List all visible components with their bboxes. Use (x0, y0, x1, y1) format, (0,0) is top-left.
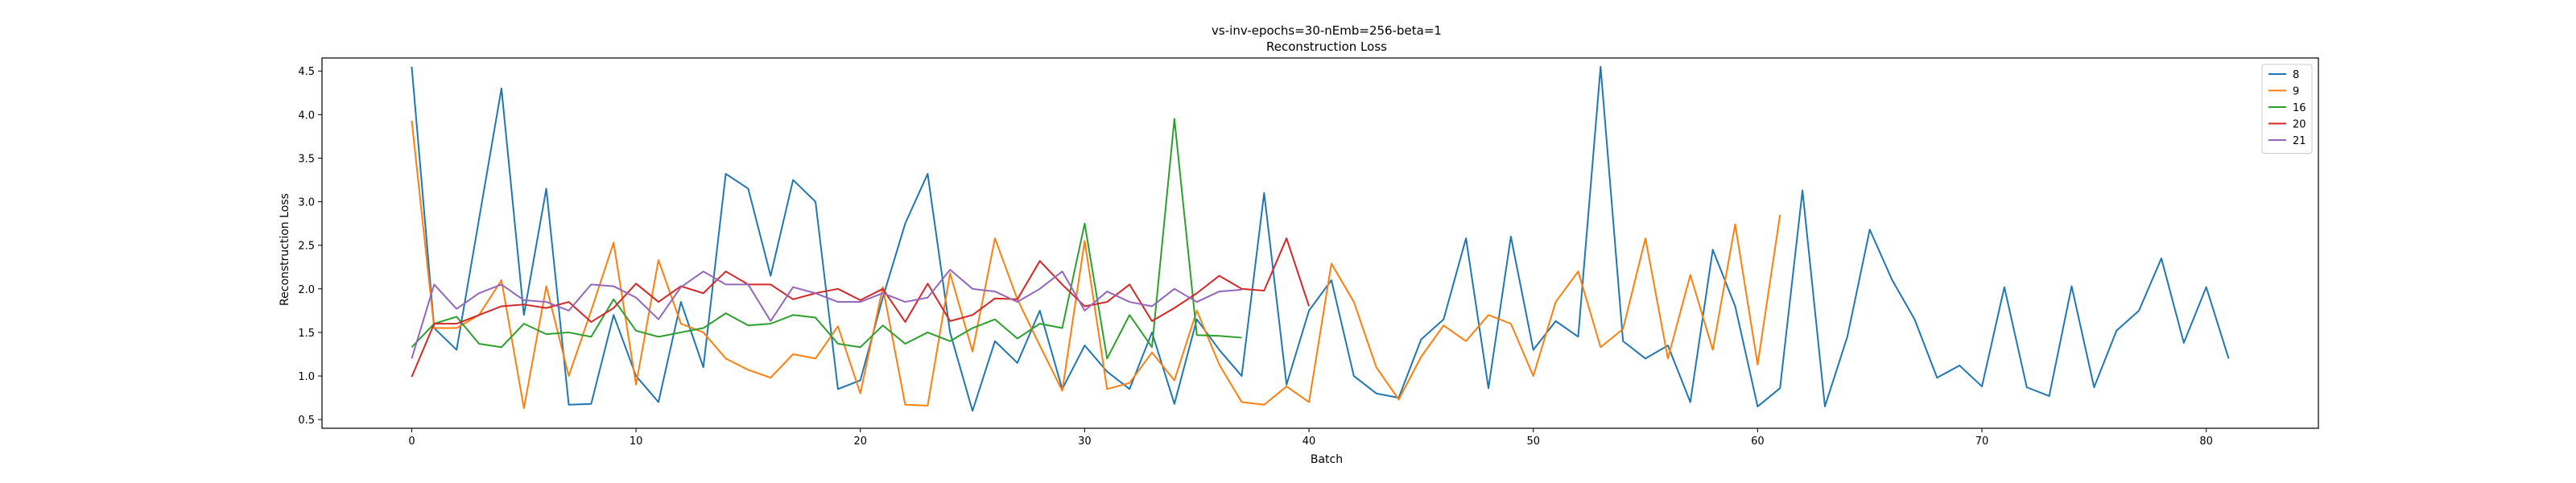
series-line-9 (411, 120, 1781, 410)
x-tick-label-80: 80 (2199, 436, 2213, 448)
axes: 0 10 20 30 40 50 60 70 80 0.5 1.0 1.5 2.0 2.5 3.0 3.5 4.… (298, 57, 2319, 448)
x-tick-label-60: 60 (1751, 436, 1765, 448)
y-tick-label-2: 2.0 (298, 284, 315, 296)
series-line-16 (411, 118, 1242, 360)
x-tick-label-50: 50 (1526, 436, 1540, 448)
chart-subtitle: Reconstruction Loss (1266, 39, 1387, 54)
legend-label-9: 9 (2293, 86, 2299, 98)
x-axis-label: Batch (1311, 453, 1343, 466)
y-tick-label-3.5: 3.5 (298, 153, 315, 165)
plot-frame (321, 57, 2319, 429)
series-line-21 (411, 269, 1242, 359)
y-tick-label-4.5: 4.5 (298, 66, 315, 78)
y-tick-label-1.5: 1.5 (298, 328, 315, 340)
x-tick-label-20: 20 (853, 436, 867, 448)
x-tick-label-10: 10 (630, 436, 643, 448)
x-tick-label-30: 30 (1078, 436, 1092, 448)
x-tick-label-70: 70 (1975, 436, 1989, 448)
legend: 8 9 16 20 21 (2261, 64, 2313, 154)
legend-label-20: 20 (2293, 119, 2306, 131)
chart-title: vs-inv-epochs=30-nEmb=256-beta=1 (1212, 23, 1442, 38)
y-tick-label-3: 3.0 (298, 197, 315, 209)
y-tick-label-2.5: 2.5 (298, 241, 315, 253)
series-line-20 (411, 237, 1311, 378)
y-tick-label-4: 4.0 (298, 109, 315, 122)
plot-background (322, 58, 2318, 428)
y-axis-label: Reconstruction Loss (279, 193, 291, 306)
y-tick-label-1: 1.0 (298, 371, 315, 383)
series-line-8 (411, 65, 2230, 412)
legend-box (2261, 64, 2313, 154)
plot-area (322, 58, 2318, 428)
y-tick-label-0.5: 0.5 (298, 415, 315, 427)
legend-label-16: 16 (2293, 102, 2306, 114)
legend-label-8: 8 (2293, 69, 2299, 81)
x-tick-label-40: 40 (1302, 436, 1316, 448)
x-tick-label-0: 0 (408, 436, 415, 448)
series-lines (411, 65, 2230, 412)
legend-label-21: 21 (2293, 135, 2306, 147)
